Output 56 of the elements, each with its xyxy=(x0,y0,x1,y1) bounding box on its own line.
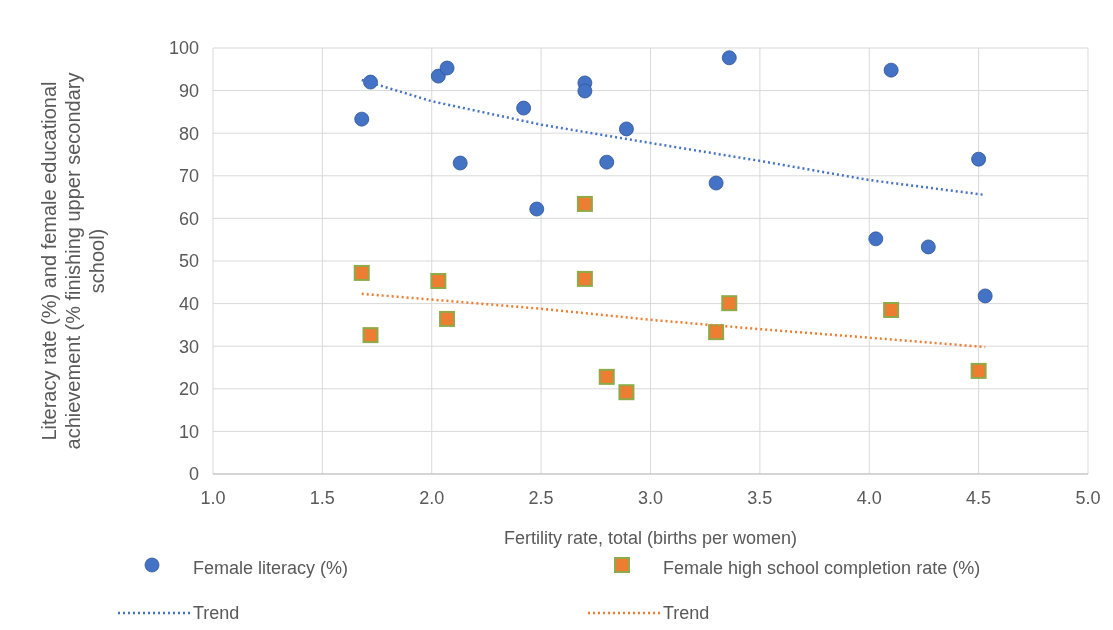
point xyxy=(883,301,900,318)
point xyxy=(430,273,447,290)
point xyxy=(708,324,725,341)
point xyxy=(619,121,634,137)
point xyxy=(362,327,379,344)
x-tick-label: 4.0 xyxy=(856,488,882,508)
point xyxy=(618,384,635,401)
y-tick-label: 80 xyxy=(178,123,199,144)
x-tick-label: 3.0 xyxy=(637,488,664,508)
point xyxy=(920,239,936,255)
point xyxy=(883,62,899,78)
y-tick-label: 70 xyxy=(178,166,199,187)
y-tick-label: 40 xyxy=(178,293,199,314)
point xyxy=(439,60,455,76)
x-tick-label: 3.5 xyxy=(747,488,773,508)
point xyxy=(977,288,993,304)
point xyxy=(971,151,987,167)
x-tick-label: 4.5 xyxy=(966,488,992,508)
point xyxy=(529,201,545,217)
point xyxy=(708,175,724,191)
x-tick-label: 1.5 xyxy=(309,488,335,508)
point xyxy=(721,295,738,312)
x-tick-label: 1.0 xyxy=(200,488,226,508)
x-tick-label: 2.5 xyxy=(528,488,554,508)
point xyxy=(598,368,615,385)
y-tick-label: 50 xyxy=(178,251,199,272)
point xyxy=(576,195,593,212)
x-axis-title: Fertility rate, total (births per women) xyxy=(503,528,798,548)
legend-label: Female high school completion rate (%) xyxy=(663,558,981,579)
point xyxy=(576,270,593,287)
legend-label: Trend xyxy=(663,603,710,624)
point xyxy=(353,264,370,281)
point xyxy=(430,68,446,84)
x-tick-label: 2.0 xyxy=(419,488,445,508)
y-tick-label: 0 xyxy=(188,464,199,485)
point xyxy=(721,50,737,66)
y-tick-label: 100 xyxy=(168,38,199,59)
point xyxy=(599,154,615,170)
y-axis-title: Literacy rate (%) and female educational achievement (% finishing upper secondary school) xyxy=(38,72,108,450)
point xyxy=(516,100,532,116)
legend-label: Trend xyxy=(193,603,240,624)
x-tick-label: 5.0 xyxy=(1075,488,1101,508)
y-tick-label: 30 xyxy=(178,336,199,357)
y-tick-label: 10 xyxy=(178,421,199,442)
point xyxy=(868,231,884,247)
point xyxy=(439,310,456,327)
y-tick-label: 90 xyxy=(178,80,199,101)
y-tick-label: 60 xyxy=(178,208,199,229)
line-series xyxy=(360,292,987,349)
point xyxy=(354,111,370,127)
point xyxy=(970,362,987,379)
legend-label: Female literacy (%) xyxy=(193,558,349,579)
point xyxy=(452,155,468,171)
point xyxy=(363,74,378,90)
y-tick-label: 20 xyxy=(178,379,199,400)
point xyxy=(577,83,593,99)
